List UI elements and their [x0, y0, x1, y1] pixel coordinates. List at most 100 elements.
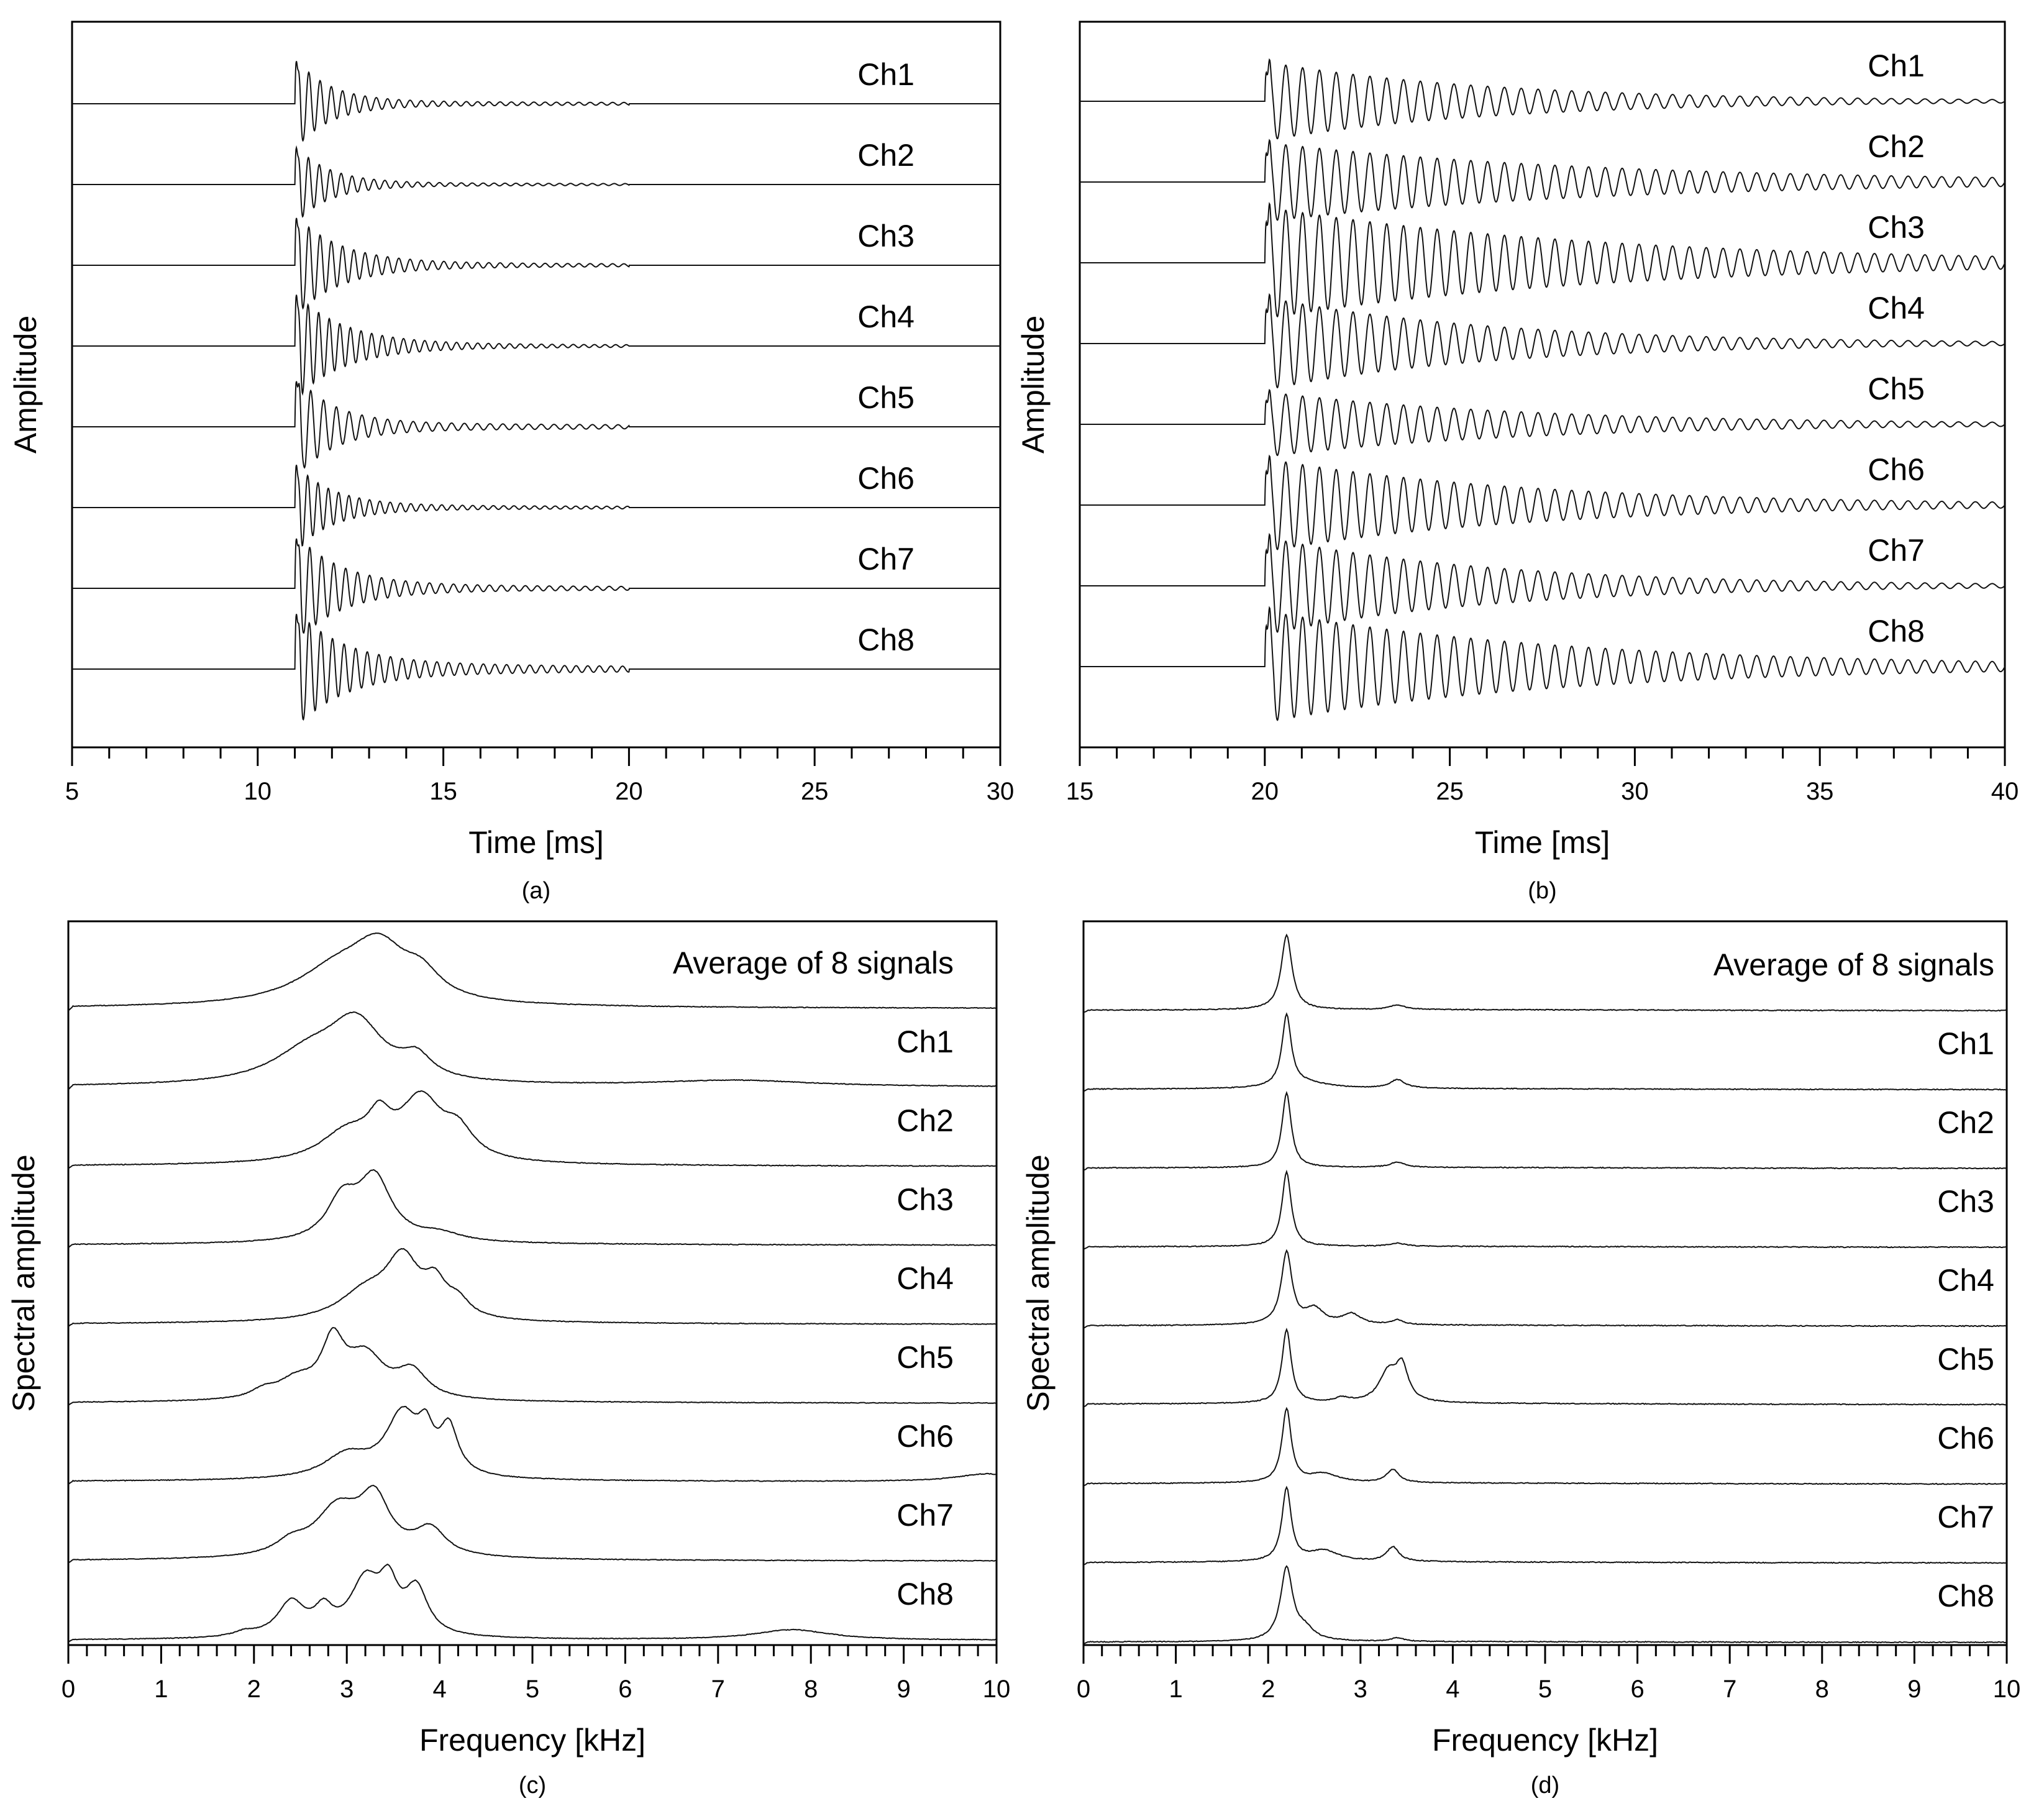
series-line-Ch5	[72, 381, 1000, 469]
panel-a: 5 10 15 20 25 30 Time [ms] Amplitude (a) Ch1 Ch2 Ch…	[8, 21, 1015, 904]
series-label: Ch6	[857, 461, 915, 496]
series-line-Ch6	[1080, 454, 2005, 550]
series-label: Ch1	[1868, 48, 1925, 83]
x-tick-label: 5	[65, 778, 79, 805]
x-tick-label: 25	[1436, 778, 1464, 805]
x-tick-label: 6	[1630, 1675, 1644, 1703]
x-tick-label: 0	[62, 1675, 75, 1703]
series-line-Ch7	[1080, 532, 2005, 633]
x-tick-label: 5	[526, 1675, 539, 1703]
series-label: Ch1	[1937, 1026, 1994, 1061]
series-label: Ch4	[1937, 1263, 1994, 1298]
series-line-Ch1	[1083, 1012, 2007, 1092]
x-tick-label: 1	[154, 1675, 168, 1703]
panel-c: 0 1 2 3 4 5 6 7 8 9 10 Frequency [kHz] Spectral ampl…	[6, 920, 1011, 1798]
series-line-Ch1	[72, 61, 1000, 142]
panel-caption: (b)	[1528, 878, 1556, 904]
series-line-Ch7	[72, 538, 1000, 634]
series-label: Average of 8 signals	[673, 946, 954, 980]
x-tick-label: 25	[801, 778, 829, 805]
series-line-Ch2	[1083, 1090, 2007, 1171]
series-label: Ch6	[897, 1419, 954, 1454]
x-tick-label: 10	[244, 778, 272, 805]
series-line-Ch4	[1083, 1249, 2007, 1329]
series-label: Ch1	[897, 1024, 954, 1059]
x-tick-label: 4	[1446, 1675, 1459, 1703]
x-tick-label: 20	[1251, 778, 1279, 805]
y-axis-label: Amplitude	[1016, 316, 1051, 454]
series-label: Ch4	[857, 299, 915, 334]
series-label: Ch1	[857, 57, 915, 92]
series-label: Ch3	[1868, 210, 1925, 245]
x-tick-label: 4	[432, 1675, 446, 1703]
series-label: Average of 8 signals	[1713, 947, 1994, 982]
y-axis-label: Spectral amplitude	[1021, 1154, 1056, 1411]
series-label: Ch5	[1868, 372, 1925, 406]
series-line-Ch8	[72, 614, 1000, 721]
plot-frame-c	[67, 920, 998, 1646]
y-axis-label: Amplitude	[8, 316, 43, 454]
panel-caption: (d)	[1531, 1772, 1559, 1798]
y-axis-label: Spectral amplitude	[6, 1154, 41, 1411]
x-tick-label: 0	[1077, 1675, 1090, 1703]
x-tick-label: 40	[1991, 778, 2019, 805]
series-label: Ch8	[857, 622, 915, 657]
x-axis-label: Frequency [kHz]	[419, 1723, 646, 1757]
series-line-Ch6	[1083, 1406, 2007, 1487]
series-label: Ch5	[1937, 1342, 1994, 1377]
series-label: Ch3	[857, 219, 915, 253]
x-tick-label: 8	[1815, 1675, 1829, 1703]
series-line-Ch3	[72, 217, 1000, 310]
series-line-Ch5	[1083, 1328, 2007, 1408]
series-line-Ch3	[1080, 202, 2005, 317]
plot-frame-a	[71, 21, 1001, 749]
plot-frame-d	[1082, 920, 2008, 1646]
x-tick-label: 30	[987, 778, 1015, 805]
x-tick-label: 15	[429, 778, 457, 805]
x-tick-label: 9	[897, 1675, 910, 1703]
series-label: Ch2	[857, 138, 915, 173]
panel-caption: (a)	[522, 878, 550, 904]
series-label: Ch6	[1868, 452, 1925, 487]
x-tick-label: 7	[711, 1675, 725, 1703]
series-label: Ch5	[897, 1340, 954, 1375]
series-label: Ch3	[897, 1182, 954, 1217]
x-tick-label: 20	[615, 778, 643, 805]
series-line-Ch8	[1083, 1565, 2007, 1644]
series-label: Ch2	[1868, 129, 1925, 164]
series-label: Ch7	[1868, 533, 1925, 568]
series-label: Ch4	[897, 1261, 954, 1296]
x-tick-label: 3	[1354, 1675, 1367, 1703]
x-tick-label: 1	[1169, 1675, 1182, 1703]
series-label: Ch7	[1937, 1500, 1994, 1534]
series-label: Ch7	[897, 1498, 954, 1533]
series-line-Ch8	[68, 1563, 997, 1643]
x-tick-label: 10	[983, 1675, 1011, 1703]
series-line-Ch3	[1083, 1169, 2007, 1250]
plot-frame-b	[1079, 21, 2006, 749]
series-label: Ch2	[1937, 1105, 1994, 1140]
x-tick-label: 2	[1261, 1675, 1275, 1703]
series-line-Ch3	[68, 1169, 997, 1248]
x-tick-label: 15	[1066, 778, 1094, 805]
series-label: Ch5	[857, 380, 915, 415]
panel-d: 0 1 2 3 4 5 6 7 8 9 10 Frequency [kHz] Spectral ampl…	[1021, 920, 2021, 1798]
series-line-Ch1	[1080, 58, 2005, 140]
series-label: Ch7	[857, 542, 915, 577]
x-tick-label: 5	[1538, 1675, 1552, 1703]
series-line-Ch4	[68, 1247, 997, 1327]
x-tick-label: 2	[247, 1675, 261, 1703]
series-line-Average of 8 signals	[68, 932, 997, 1011]
series-label: Ch6	[1937, 1421, 1994, 1456]
x-tick-label: 10	[1993, 1675, 2021, 1703]
series-line-Ch8	[1080, 606, 2005, 721]
x-tick-label: 7	[1723, 1675, 1736, 1703]
series-line-Ch7	[1083, 1485, 2007, 1566]
series-line-Ch2	[68, 1090, 997, 1169]
series-line-Ch5	[1080, 388, 2005, 457]
series-line-Ch6	[72, 465, 1000, 547]
panel-b: 15 20 25 30 35 40 Time [ms] Amplitude (b) Ch1 Ch2 C…	[1016, 21, 2019, 904]
x-tick-label: 9	[1907, 1675, 1921, 1703]
